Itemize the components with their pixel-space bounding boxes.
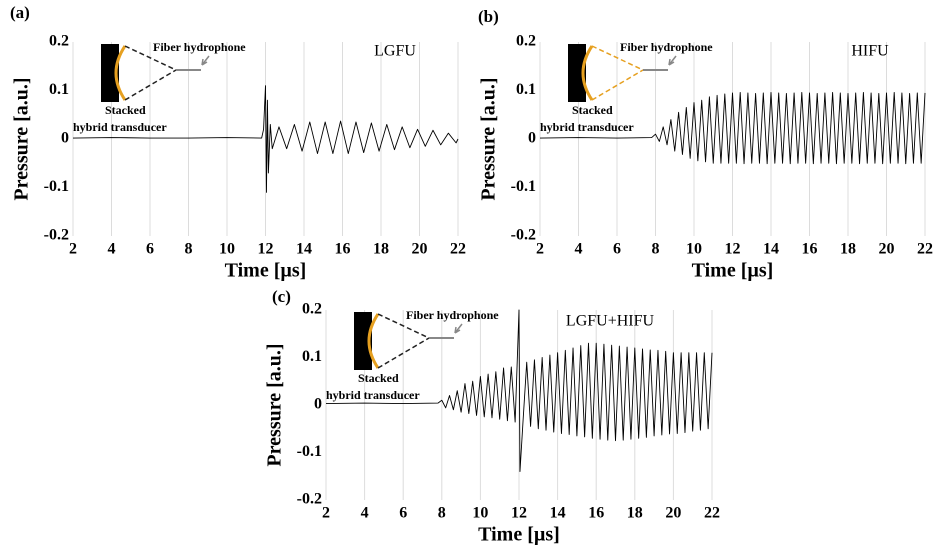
pointer-arrow	[668, 55, 677, 66]
panel-title: LGFU+HIFU	[566, 313, 655, 330]
beam-edge	[377, 313, 430, 339]
beam-edge	[124, 69, 177, 101]
x-tick-label: 22	[450, 241, 466, 258]
transducer-face	[114, 45, 127, 101]
x-tick-label: 20	[412, 241, 428, 258]
beam-edge	[591, 45, 644, 71]
x-tick-label: 8	[185, 241, 193, 258]
x-tick-label: 6	[399, 505, 407, 522]
panel-label: (a)	[10, 3, 30, 22]
beam-edge	[377, 337, 430, 369]
y-tick-label: -0.2	[44, 227, 69, 244]
y-tick-label: -0.2	[511, 227, 536, 244]
y-tick-label: -0.1	[511, 178, 536, 195]
inset-label: Stacked	[105, 103, 146, 117]
y-tick-label: 0	[61, 130, 69, 147]
panel-title: HIFU	[851, 43, 889, 60]
x-tick-label: 2	[69, 241, 77, 258]
inset-label: Stacked	[358, 371, 399, 385]
transducer	[568, 44, 586, 102]
panel-label: (b)	[478, 7, 499, 26]
x-tick-label: 22	[917, 241, 933, 258]
x-tick-label: 8	[438, 505, 446, 522]
inset-label: Fiber hydrophone	[406, 308, 499, 322]
x-axis-label: Time [µs]	[478, 524, 560, 546]
beam-edge	[591, 69, 644, 101]
pointer-arrow	[201, 55, 210, 66]
x-tick-label: 18	[840, 241, 856, 258]
x-tick-label: 2	[322, 505, 330, 522]
x-tick-label: 16	[588, 505, 604, 522]
waveform	[72, 85, 459, 193]
inset-label: hybrid transducer	[73, 120, 167, 134]
panel-label: (c)	[272, 287, 291, 306]
inset-label: hybrid transducer	[326, 388, 420, 402]
transducer-face	[581, 45, 594, 101]
x-tick-label: 2	[536, 241, 544, 258]
x-tick-label: 8	[652, 241, 660, 258]
waveform	[325, 309, 713, 472]
x-tick-label: 4	[108, 241, 116, 258]
y-axis-label: Pressure [a.u.]	[11, 77, 33, 200]
x-tick-label: 20	[879, 241, 895, 258]
y-tick-label: 0	[314, 396, 322, 413]
pointer-arrow	[454, 323, 463, 334]
x-tick-label: 6	[613, 241, 621, 258]
x-tick-label: 14	[550, 505, 566, 522]
x-tick-label: 10	[472, 505, 488, 522]
inset-label: Fiber hydrophone	[620, 40, 713, 54]
y-tick-label: 0.2	[302, 301, 322, 318]
waveform	[539, 91, 926, 165]
x-tick-label: 14	[296, 241, 312, 258]
beam-edge	[124, 45, 177, 71]
x-tick-label: 10	[219, 241, 235, 258]
x-tick-label: 12	[725, 241, 741, 258]
y-tick-label: -0.1	[44, 178, 69, 195]
inset-label: hybrid transducer	[540, 120, 634, 134]
x-tick-label: 16	[335, 241, 351, 258]
panel-title: LGFU	[374, 43, 416, 60]
y-tick-label: 0.1	[302, 348, 322, 365]
x-axis-label: Time [µs]	[225, 260, 307, 282]
inset-label: Fiber hydrophone	[153, 40, 246, 54]
x-axis-label: Time [µs]	[692, 260, 774, 282]
x-tick-label: 20	[665, 505, 681, 522]
x-tick-label: 4	[575, 241, 583, 258]
transducer	[354, 312, 372, 370]
y-tick-label: 0.1	[516, 81, 536, 98]
y-tick-label: 0	[528, 130, 536, 147]
y-tick-label: 0.2	[516, 33, 536, 50]
x-tick-label: 12	[258, 241, 274, 258]
x-tick-label: 18	[373, 241, 389, 258]
y-tick-label: 0.1	[49, 81, 69, 98]
transducer-face	[367, 313, 380, 369]
inset-label: Stacked	[572, 103, 613, 117]
y-tick-label: -0.2	[297, 491, 322, 508]
x-tick-label: 12	[511, 505, 527, 522]
x-tick-label: 14	[763, 241, 779, 258]
y-tick-label: 0.2	[49, 33, 69, 50]
x-tick-label: 18	[627, 505, 643, 522]
x-tick-label: 22	[704, 505, 720, 522]
transducer	[101, 44, 119, 102]
y-axis-label: Pressure [a.u.]	[478, 77, 500, 200]
x-tick-label: 6	[146, 241, 154, 258]
x-tick-label: 4	[361, 505, 369, 522]
x-tick-label: 10	[686, 241, 702, 258]
y-axis-label: Pressure [a.u.]	[264, 343, 286, 466]
y-tick-label: -0.1	[297, 443, 322, 460]
x-tick-label: 16	[802, 241, 818, 258]
